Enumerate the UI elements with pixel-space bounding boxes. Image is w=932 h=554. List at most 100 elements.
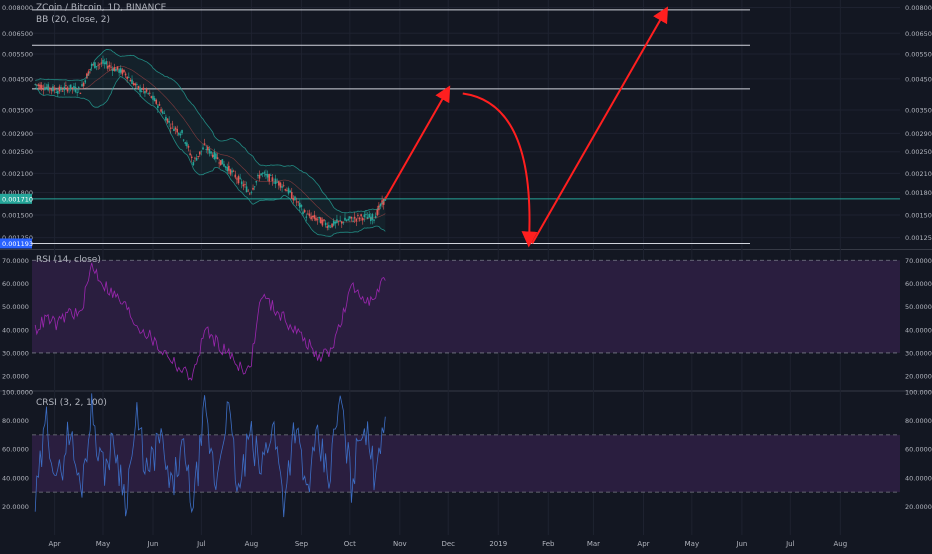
x-tick-label: Apr: [49, 540, 61, 548]
rsi-tick-left: 20.0000: [2, 373, 29, 381]
candle-body: [95, 66, 98, 68]
projection-arrow-down: [462, 92, 538, 248]
candle-body: [147, 92, 149, 94]
candle-body: [218, 162, 220, 164]
candle-body: [224, 166, 227, 168]
x-tick-label: Jun: [147, 540, 159, 548]
candle-body: [216, 157, 219, 160]
chart-title: ZCoin / Bitcoin, 1D, BINANCE: [36, 3, 167, 13]
candle-body: [119, 68, 122, 73]
candle-body: [39, 84, 41, 89]
candle-body: [368, 214, 370, 218]
y-tick-label-left: 0.002100: [2, 170, 33, 178]
crsi-indicator-label: CRSI (3, 2, 100): [36, 398, 107, 408]
candle-body: [168, 120, 170, 123]
candle-body: [144, 91, 146, 94]
candle-body: [269, 174, 272, 176]
candle-body: [165, 116, 167, 121]
candle-body: [329, 226, 332, 228]
candle-body: [305, 216, 308, 218]
candle-body: [123, 69, 125, 73]
y-tick-label-right: 0.008000: [905, 4, 932, 12]
candle-body: [321, 219, 324, 226]
candle-body: [376, 209, 379, 216]
candle-body: [265, 174, 267, 176]
candle-body: [234, 174, 237, 178]
candle-body: [249, 193, 251, 195]
crsi-tick-right: 40.0000: [905, 474, 932, 482]
candle-body: [58, 86, 61, 92]
candle-body: [232, 170, 235, 172]
candle-body: [221, 159, 224, 165]
candle-body: [52, 86, 54, 92]
candle-body: [42, 88, 45, 90]
candle-body: [208, 148, 211, 154]
x-tick-label: Dec: [441, 540, 455, 548]
y-tick-label-right: 0.005500: [905, 50, 932, 58]
candle-body: [111, 68, 114, 71]
projection-arrow-up: [384, 85, 451, 200]
candle-body: [81, 84, 83, 87]
candle-body: [61, 90, 64, 92]
candle-body: [328, 225, 330, 228]
candle-body: [63, 86, 66, 91]
crsi-tick-right: 100.0000: [905, 389, 932, 397]
candle-body: [186, 142, 188, 147]
crsi-tick-left: 100.0000: [2, 389, 33, 397]
candle-body: [252, 187, 254, 190]
candle-body: [352, 220, 354, 222]
candle-body: [244, 184, 246, 186]
bollinger-basis-line: [35, 65, 386, 223]
candle-body: [103, 62, 106, 65]
candle-body: [213, 151, 216, 160]
candle-body: [45, 87, 48, 89]
bollinger-fill: [35, 49, 386, 237]
crsi-tick-right: 20.0000: [905, 503, 932, 511]
candle-body: [245, 186, 248, 193]
candle-body: [200, 150, 203, 152]
candle-body: [108, 65, 111, 67]
candle-body: [137, 86, 140, 89]
rsi-tick-right: 60.0000: [905, 280, 932, 288]
rsi-tick-left: 30.0000: [2, 349, 29, 357]
candle-body: [268, 174, 270, 182]
candle-body: [318, 216, 320, 219]
candle-body: [192, 162, 195, 166]
candle-body: [134, 83, 137, 86]
candle-body: [205, 149, 208, 150]
candle-body: [339, 220, 341, 222]
candle-body: [77, 87, 80, 89]
y-tick-label-right: 0.002900: [905, 130, 932, 138]
candle-body: [115, 68, 117, 72]
candle-body: [223, 163, 225, 167]
candle-body: [261, 173, 264, 174]
candle-body: [202, 147, 204, 150]
candle-body: [44, 87, 46, 90]
candle-body: [334, 221, 337, 224]
candle-body: [211, 154, 214, 157]
price-tag-left: [0, 238, 32, 249]
candle-body: [350, 216, 353, 219]
candle-body: [366, 217, 369, 220]
candle-body: [47, 84, 49, 91]
candle-body: [236, 178, 238, 180]
rsi-line: [34, 262, 386, 381]
candle-body: [323, 219, 325, 221]
x-tick-label: Mar: [587, 540, 600, 548]
candle-body: [57, 91, 59, 94]
y-tick-label-right: 0.001250: [905, 234, 932, 242]
candle-body: [157, 105, 159, 108]
candle-body: [131, 79, 133, 85]
candle-body: [247, 190, 249, 192]
candle-body: [142, 87, 145, 90]
x-tick-label: May: [96, 540, 110, 548]
candle-body: [36, 84, 38, 86]
y-tick-label-left: 0.004500: [2, 75, 33, 83]
candle-body: [302, 211, 304, 215]
x-tick-label: Aug: [245, 540, 259, 548]
y-tick-label-left: 0.002500: [2, 148, 33, 156]
rsi-tick-right: 50.0000: [905, 303, 932, 311]
rsi-tick-right: 70.0000: [905, 257, 932, 265]
candle-body: [76, 92, 78, 94]
